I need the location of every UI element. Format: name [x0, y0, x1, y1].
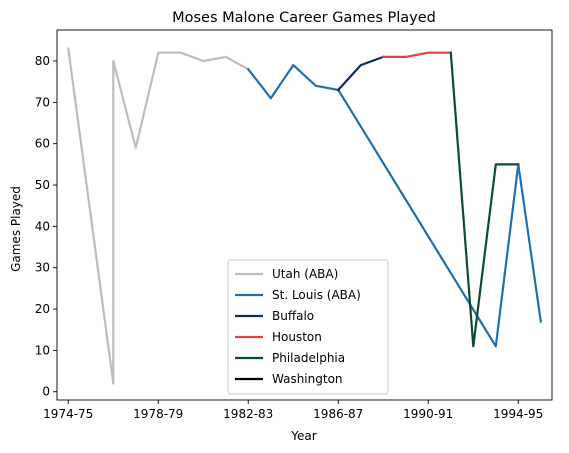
y-tick-label: 50: [35, 178, 50, 192]
legend-box: [227, 259, 389, 395]
series-line-4: [449, 51, 520, 348]
legend-label: St. Louis (ABA): [272, 288, 361, 302]
x-tick-label: 1974-75: [43, 407, 93, 421]
x-tick-label: 1990-91: [403, 407, 453, 421]
y-tick-label: 20: [35, 302, 50, 316]
x-axis-label: Year: [290, 429, 316, 443]
chart-title: Moses Malone Career Games Played: [172, 10, 436, 26]
y-tick-label: 10: [35, 343, 50, 357]
x-tick-label: 1982-83: [223, 407, 273, 421]
series-line-1: [246, 63, 543, 348]
y-tick-label: 40: [35, 219, 50, 233]
legend-label: Houston: [272, 330, 322, 344]
y-tick-label: 80: [35, 54, 50, 68]
y-axis-label: Games Played: [9, 186, 23, 272]
series-line-2: [336, 55, 385, 92]
legend-label: Washington: [272, 372, 343, 386]
legend-label: Buffalo: [272, 309, 314, 323]
y-tick-label: 70: [35, 95, 50, 109]
series-line-0: [67, 47, 250, 385]
y-tick-label: 60: [35, 137, 50, 151]
plot-area: 1974-75 1978-79 1982-83 1986-87 1990-91 1994-…: [35, 29, 553, 421]
legend-label: Philadelphia: [272, 351, 345, 365]
legend-label: Utah (ABA): [272, 267, 338, 281]
y-tick-label: 0: [42, 385, 50, 399]
x-tick-label: 1978-79: [133, 407, 183, 421]
legend: Utah (ABA) St. Louis (ABA) Buffalo Houston P…: [227, 259, 389, 395]
x-tick-label: 1986-87: [313, 407, 363, 421]
y-tick-label: 30: [35, 261, 50, 275]
x-tick-label: 1994-95: [493, 407, 543, 421]
axes-frame: [56, 29, 553, 401]
series-line-3: [382, 51, 452, 59]
